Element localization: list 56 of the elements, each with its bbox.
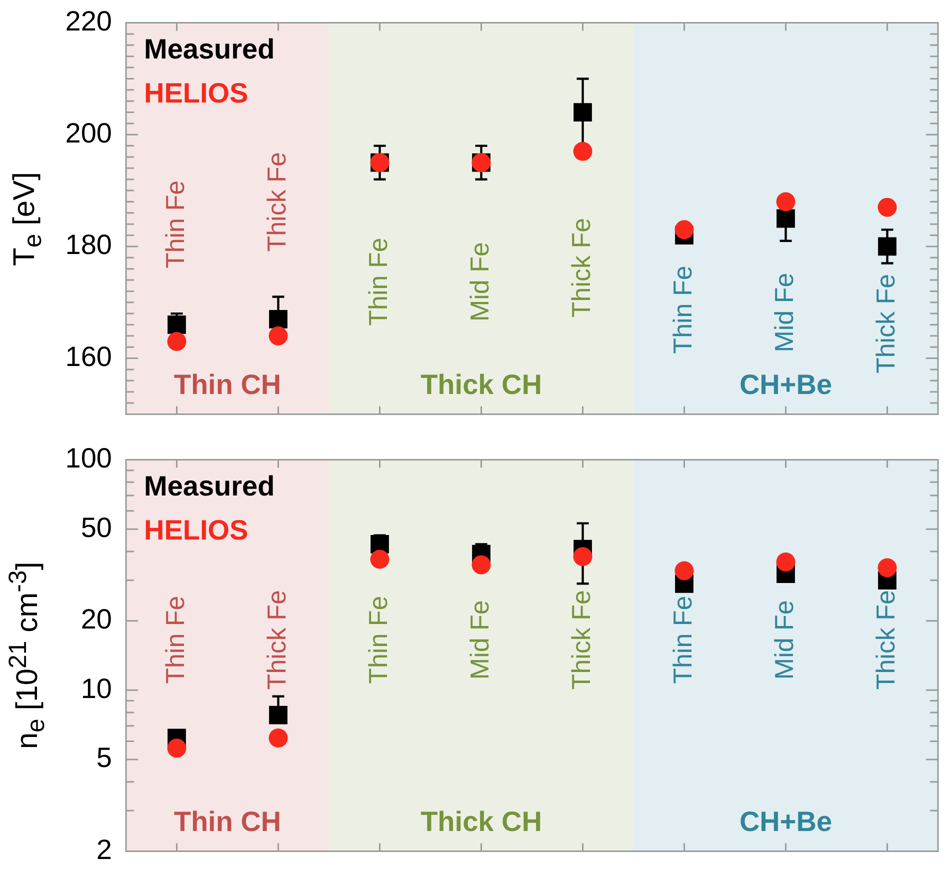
- y-tick-label: 180: [65, 229, 112, 260]
- y-tick-label: 20: [80, 604, 112, 635]
- annotation: Thick CH: [420, 806, 542, 837]
- annotation: Thin CH: [174, 806, 282, 837]
- point: [674, 561, 694, 580]
- x-tick-label: Thick Fe: [261, 590, 292, 690]
- category-label: Thick Fe: [870, 274, 900, 374]
- point: [574, 103, 592, 122]
- point: [776, 552, 796, 572]
- x-tick-label: Thin Fe: [362, 596, 393, 684]
- y-tick-label: 2: [96, 834, 112, 865]
- point: [370, 550, 390, 569]
- text: HELIOS: [144, 78, 248, 109]
- text: HELIOS: [144, 514, 248, 546]
- point: [674, 220, 694, 240]
- point: [573, 547, 592, 566]
- point: [878, 558, 897, 578]
- category-label: Mid Fe: [464, 242, 494, 322]
- x-tick-label: Thin Fe: [160, 596, 190, 684]
- category-label: Thick Fe: [566, 218, 596, 318]
- y-tick-label: 50: [80, 512, 112, 543]
- point: [268, 326, 288, 346]
- point: [269, 706, 288, 724]
- annotation: CH+Be: [739, 368, 832, 400]
- point: [878, 237, 896, 256]
- text: Measured: [144, 34, 275, 65]
- annotation: Thin CH: [174, 368, 282, 400]
- y-tick-label: 5: [96, 742, 112, 774]
- point: [472, 555, 491, 574]
- category-label: Thin Fe: [160, 180, 190, 269]
- category-label: Thick Fe: [261, 152, 292, 252]
- y-tick-label: 10: [80, 672, 112, 704]
- point: [167, 332, 186, 352]
- x-tick-label: Mid Fe: [768, 600, 799, 680]
- annotation: Thick CH: [420, 368, 542, 400]
- text: Measured: [144, 470, 275, 502]
- category-label: Thin Fe: [667, 266, 698, 354]
- x-tick-label: Thin Fe: [667, 596, 698, 684]
- point: [878, 198, 897, 217]
- point: [776, 192, 796, 212]
- category-label: Thin Fe: [362, 238, 393, 326]
- y-tick-label: 100: [65, 442, 112, 474]
- point: [776, 209, 795, 228]
- point: [168, 316, 186, 334]
- point: [573, 142, 592, 161]
- point: [268, 728, 288, 748]
- x-tick-label: Thick Fe: [870, 590, 900, 690]
- point: [269, 310, 288, 328]
- point: [167, 738, 186, 758]
- y-tick-label: 200: [65, 117, 112, 148]
- x-tick-label: Thick Fe: [566, 590, 596, 690]
- y-tick-label: 220: [65, 6, 112, 37]
- category-label: Mid Fe: [768, 272, 799, 352]
- x-tick-label: Mid Fe: [464, 600, 494, 680]
- y-tick-label: 160: [65, 341, 112, 372]
- annotation: CH+Be: [739, 806, 832, 837]
